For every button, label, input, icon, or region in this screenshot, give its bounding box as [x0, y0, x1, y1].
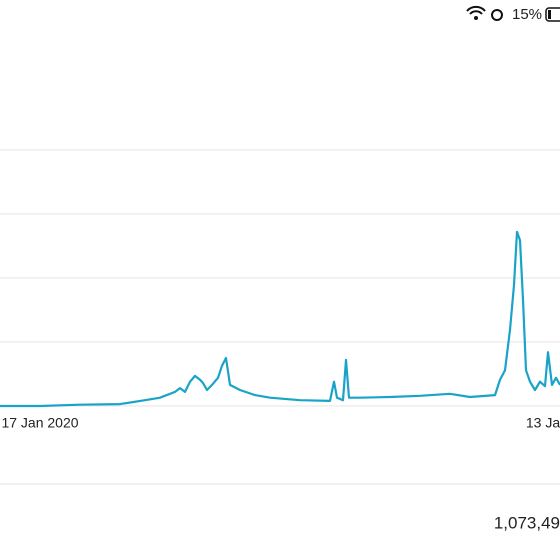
status-icons	[466, 5, 560, 22]
rotation-lock-icon	[491, 9, 503, 21]
wifi-icon	[466, 5, 486, 15]
battery-level	[548, 10, 551, 19]
battery-icon	[545, 7, 560, 22]
battery-percent: 15%	[512, 6, 542, 23]
price-line	[0, 230, 560, 408]
x-tick-label: 17 Jan 2020	[1, 415, 78, 431]
footer-value: 1,073,49	[494, 513, 560, 532]
wifi-dot	[474, 16, 478, 20]
plot: 17 Jan 2020 13 Ja	[0, 149, 560, 431]
x-tick-label: 13 Ja	[526, 415, 560, 431]
